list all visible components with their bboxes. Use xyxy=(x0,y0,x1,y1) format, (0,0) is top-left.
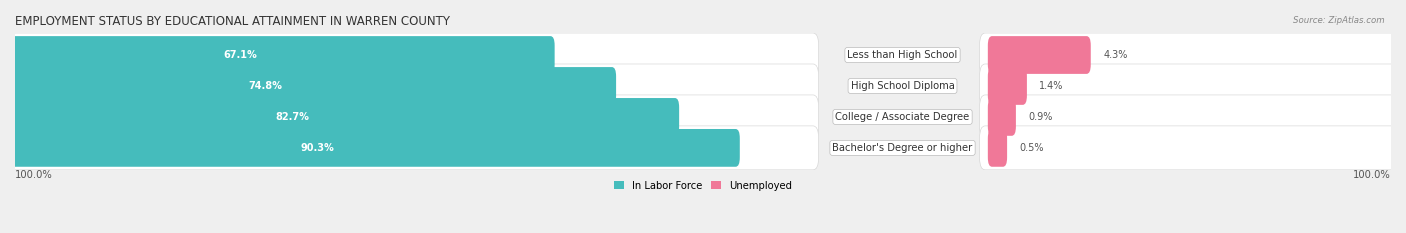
FancyBboxPatch shape xyxy=(11,67,616,105)
FancyBboxPatch shape xyxy=(988,36,1091,74)
FancyBboxPatch shape xyxy=(988,98,1017,136)
FancyBboxPatch shape xyxy=(980,95,1396,139)
FancyBboxPatch shape xyxy=(10,33,818,77)
FancyBboxPatch shape xyxy=(988,67,1026,105)
Legend: In Labor Force, Unemployed: In Labor Force, Unemployed xyxy=(610,177,796,195)
FancyBboxPatch shape xyxy=(11,36,554,74)
Text: Less than High School: Less than High School xyxy=(848,50,957,60)
Text: 67.1%: 67.1% xyxy=(224,50,257,60)
FancyBboxPatch shape xyxy=(980,126,1396,170)
Text: Source: ZipAtlas.com: Source: ZipAtlas.com xyxy=(1294,16,1385,25)
Text: 90.3%: 90.3% xyxy=(301,143,335,153)
FancyBboxPatch shape xyxy=(11,98,679,136)
FancyBboxPatch shape xyxy=(11,129,740,167)
Text: 82.7%: 82.7% xyxy=(276,112,309,122)
FancyBboxPatch shape xyxy=(10,95,818,139)
Text: 1.4%: 1.4% xyxy=(1039,81,1064,91)
Text: 74.8%: 74.8% xyxy=(249,81,283,91)
Text: EMPLOYMENT STATUS BY EDUCATIONAL ATTAINMENT IN WARREN COUNTY: EMPLOYMENT STATUS BY EDUCATIONAL ATTAINM… xyxy=(15,15,450,28)
FancyBboxPatch shape xyxy=(10,126,818,170)
Text: 4.3%: 4.3% xyxy=(1104,50,1128,60)
Text: 100.0%: 100.0% xyxy=(15,170,53,180)
FancyBboxPatch shape xyxy=(980,64,1396,108)
Text: Bachelor's Degree or higher: Bachelor's Degree or higher xyxy=(832,143,973,153)
Text: 0.9%: 0.9% xyxy=(1028,112,1053,122)
FancyBboxPatch shape xyxy=(988,129,1007,167)
Text: College / Associate Degree: College / Associate Degree xyxy=(835,112,970,122)
Text: High School Diploma: High School Diploma xyxy=(851,81,955,91)
FancyBboxPatch shape xyxy=(980,33,1396,77)
Text: 100.0%: 100.0% xyxy=(1353,170,1391,180)
FancyBboxPatch shape xyxy=(10,64,818,108)
Text: 0.5%: 0.5% xyxy=(1019,143,1045,153)
